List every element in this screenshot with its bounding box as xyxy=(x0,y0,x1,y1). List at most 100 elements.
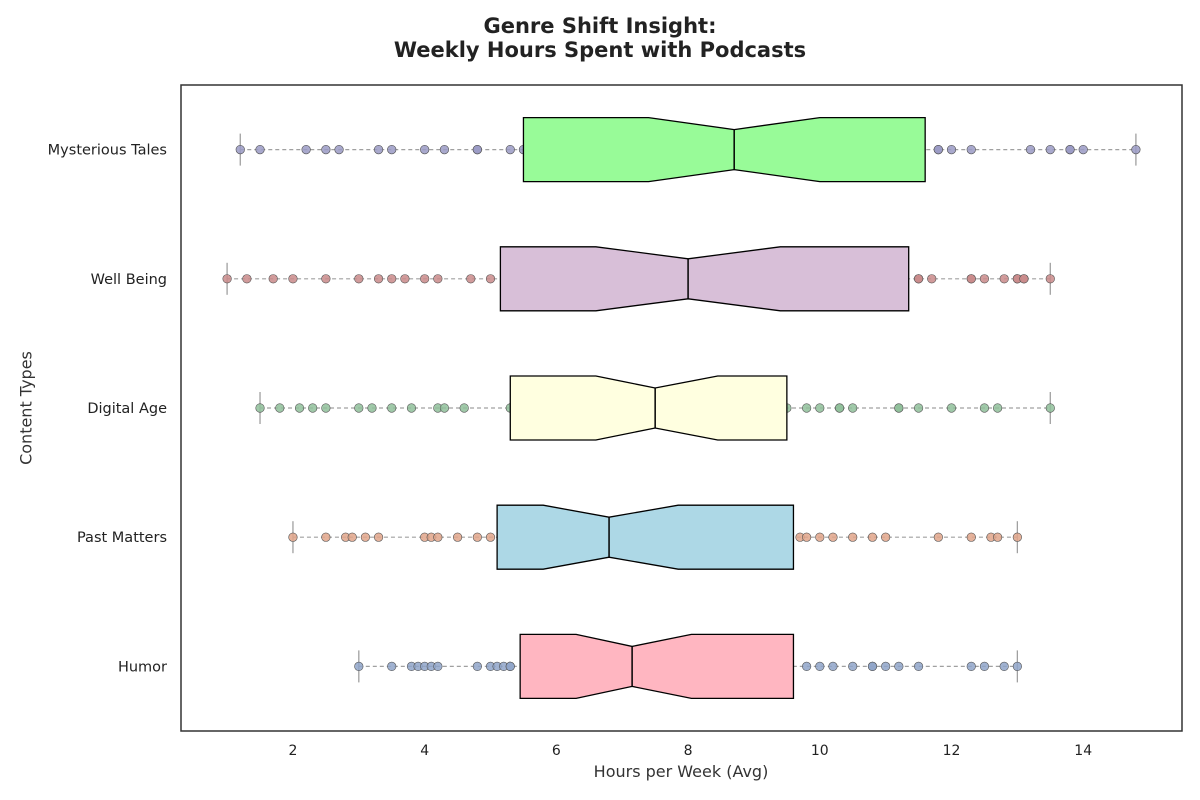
data-point xyxy=(848,661,858,672)
data-point xyxy=(1025,145,1036,155)
data-point xyxy=(966,145,976,155)
data-point xyxy=(472,532,482,542)
data-point xyxy=(301,145,311,155)
data-point xyxy=(802,532,812,542)
data-point xyxy=(993,403,1003,413)
data-point xyxy=(881,661,891,672)
data-point xyxy=(979,403,990,413)
x-tick-label: 12 xyxy=(943,743,961,759)
data-point xyxy=(485,532,496,542)
data-point xyxy=(433,532,443,542)
data-point xyxy=(1012,661,1022,672)
data-point xyxy=(354,274,364,284)
data-point xyxy=(387,661,397,672)
data-point xyxy=(927,274,937,284)
data-point xyxy=(1065,145,1075,155)
data-point xyxy=(1012,532,1022,542)
data-point xyxy=(387,145,397,155)
data-point xyxy=(1019,274,1029,284)
data-point xyxy=(966,532,976,542)
data-point xyxy=(867,532,878,542)
y-tick-label: Mysterious Tales xyxy=(48,143,167,159)
notched-box xyxy=(519,633,795,700)
y-tick-label: Digital Age xyxy=(87,401,167,417)
data-point xyxy=(993,532,1003,542)
data-point xyxy=(354,661,364,672)
y-tick-label: Past Matters xyxy=(77,530,167,546)
x-tick-label: 14 xyxy=(1074,743,1092,759)
data-point xyxy=(933,145,943,155)
data-point xyxy=(268,274,278,284)
chart-title-line-1: Genre Shift Insight: xyxy=(483,14,717,38)
x-axis-title: Hours per Week (Avg) xyxy=(593,762,769,781)
y-tick-label: Well Being xyxy=(91,272,167,288)
x-tick-label: 4 xyxy=(420,743,429,759)
data-point xyxy=(999,661,1009,672)
data-point xyxy=(288,532,298,542)
data-point xyxy=(472,145,482,155)
box-group xyxy=(288,504,1022,570)
data-point xyxy=(373,532,384,542)
data-point xyxy=(1078,145,1088,155)
data-point xyxy=(433,274,443,284)
data-point xyxy=(255,403,265,413)
y-axis-title: Content Types xyxy=(16,351,36,465)
data-point xyxy=(373,274,384,284)
data-point xyxy=(913,274,924,284)
data-point xyxy=(452,532,463,542)
data-point xyxy=(400,274,410,284)
data-point xyxy=(966,274,976,284)
data-point xyxy=(466,274,476,284)
data-point xyxy=(1131,145,1141,155)
data-point xyxy=(802,403,812,413)
data-point xyxy=(472,661,482,672)
data-point xyxy=(439,403,450,413)
data-point xyxy=(894,661,904,672)
data-point xyxy=(894,403,904,413)
data-point xyxy=(433,661,443,672)
data-point xyxy=(485,274,496,284)
data-point xyxy=(321,274,331,284)
data-point xyxy=(867,661,878,672)
data-point xyxy=(913,403,924,413)
notched-box xyxy=(496,504,795,570)
data-point xyxy=(420,145,430,155)
data-point xyxy=(406,403,417,413)
data-point xyxy=(881,532,891,542)
data-point xyxy=(913,661,924,672)
data-point xyxy=(373,145,384,155)
data-point xyxy=(255,145,265,155)
notched-box xyxy=(499,246,910,312)
x-tick-label: 2 xyxy=(288,743,297,759)
box-group xyxy=(235,116,1141,183)
data-point xyxy=(505,145,515,155)
data-point xyxy=(321,145,331,155)
chart-title-line-2: Weekly Hours Spent with Podcasts xyxy=(393,38,807,62)
data-point xyxy=(1045,145,1055,155)
data-point xyxy=(848,403,858,413)
data-point xyxy=(235,145,245,155)
data-point xyxy=(815,403,825,413)
data-point xyxy=(505,661,515,672)
data-point xyxy=(966,661,976,672)
data-point xyxy=(321,532,331,542)
data-point xyxy=(347,532,357,542)
box-group xyxy=(255,375,1055,441)
notched-box xyxy=(509,375,788,441)
y-tick-label: Humor xyxy=(118,659,167,675)
data-point xyxy=(1045,403,1055,413)
data-point xyxy=(439,145,450,155)
data-point xyxy=(802,661,812,672)
data-point xyxy=(999,274,1009,284)
x-tick-label: 8 xyxy=(684,743,693,759)
data-point xyxy=(815,661,825,672)
data-point xyxy=(387,274,397,284)
data-point xyxy=(828,532,838,542)
data-point xyxy=(321,403,331,413)
data-point xyxy=(288,274,298,284)
data-point xyxy=(334,145,344,155)
data-point xyxy=(275,403,285,413)
box-group xyxy=(354,633,1022,700)
data-point xyxy=(222,274,232,284)
